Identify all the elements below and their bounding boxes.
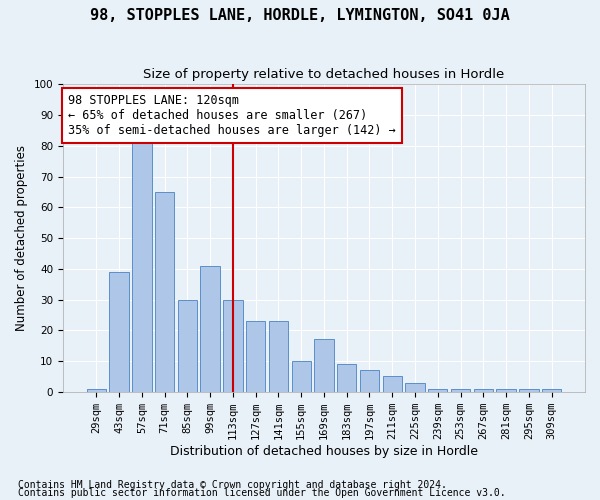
Bar [246,321,265,392]
X-axis label: Distribution of detached houses by size in Hordle: Distribution of detached houses by size … [170,444,478,458]
Bar [360,370,379,392]
Bar [292,361,311,392]
Bar [269,321,288,392]
Bar [383,376,402,392]
Bar [519,388,539,392]
Text: Contains HM Land Registry data © Crown copyright and database right 2024.: Contains HM Land Registry data © Crown c… [18,480,447,490]
Bar [200,266,220,392]
Bar [109,272,129,392]
Title: Size of property relative to detached houses in Hordle: Size of property relative to detached ho… [143,68,505,80]
Text: Contains public sector information licensed under the Open Government Licence v3: Contains public sector information licen… [18,488,506,498]
Bar [223,300,242,392]
Bar [155,192,174,392]
Bar [86,388,106,392]
Text: 98, STOPPLES LANE, HORDLE, LYMINGTON, SO41 0JA: 98, STOPPLES LANE, HORDLE, LYMINGTON, SO… [90,8,510,22]
Text: 98 STOPPLES LANE: 120sqm
← 65% of detached houses are smaller (267)
35% of semi-: 98 STOPPLES LANE: 120sqm ← 65% of detach… [68,94,396,136]
Bar [473,388,493,392]
Bar [178,300,197,392]
Bar [451,388,470,392]
Bar [406,382,425,392]
Bar [496,388,516,392]
Bar [337,364,356,392]
Bar [132,140,152,392]
Bar [542,388,561,392]
Bar [428,388,448,392]
Y-axis label: Number of detached properties: Number of detached properties [15,145,28,331]
Bar [314,340,334,392]
